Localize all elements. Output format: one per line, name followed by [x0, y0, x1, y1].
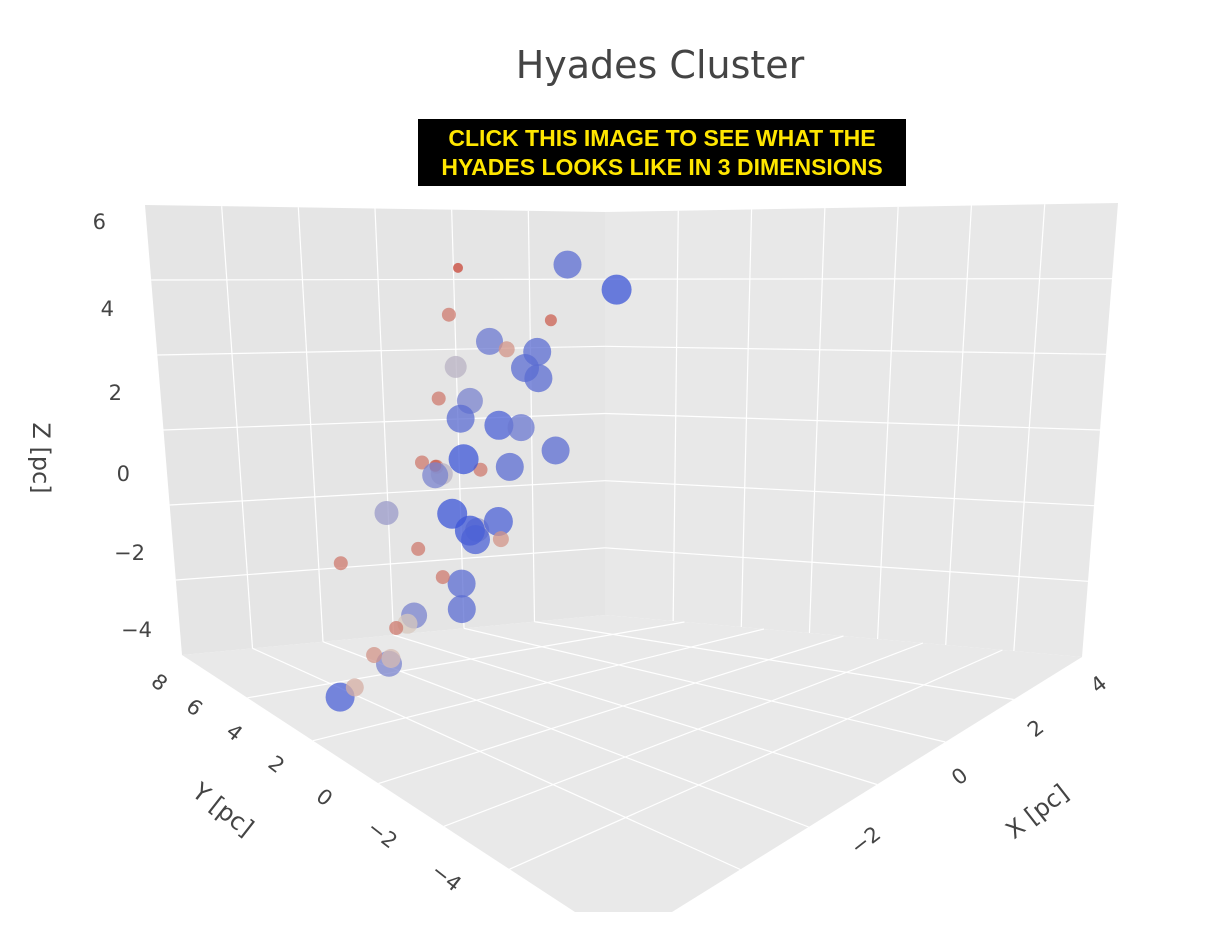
x-tick: 4 [1086, 671, 1111, 698]
annotation-banner[interactable] [418, 119, 906, 186]
data-point[interactable] [441, 307, 456, 322]
z-tick: 0 [117, 462, 130, 486]
data-point[interactable] [492, 531, 509, 548]
z-tick: −4 [121, 618, 152, 642]
x-tick: 0 [947, 763, 972, 790]
gridline [604, 345, 1107, 355]
x-tick: 2 [1023, 715, 1048, 742]
data-point[interactable] [366, 647, 383, 663]
x-axis-title: X [pc] [1000, 779, 1073, 845]
data-point[interactable] [415, 455, 429, 470]
data-point[interactable] [453, 262, 463, 273]
gridline [378, 635, 844, 785]
data-point[interactable] [444, 355, 467, 378]
floor-pane [182, 615, 1082, 912]
y-tick: −2 [363, 815, 402, 853]
x-tick: −2 [846, 821, 885, 859]
data-point[interactable] [447, 595, 476, 624]
annotation-line-1: CLICK THIS IMAGE TO SEE WHAT THE [448, 125, 875, 151]
data-point[interactable] [411, 541, 426, 556]
annotation-line-2: HYADES LOOKS LIKE IN 3 DIMENSIONS [441, 154, 882, 180]
data-point[interactable] [541, 436, 570, 465]
chart-title: Hyades Cluster [516, 43, 805, 87]
gridline [534, 621, 1014, 701]
data-point[interactable] [435, 570, 450, 585]
data-point[interactable] [333, 556, 348, 571]
z-tick: 2 [109, 381, 122, 405]
data-point[interactable] [447, 569, 476, 598]
y-tick: −4 [427, 858, 466, 896]
data-point[interactable] [374, 501, 399, 525]
y-tick: 2 [264, 751, 289, 778]
data-point[interactable] [448, 444, 479, 475]
data-point[interactable] [523, 337, 552, 366]
data-point[interactable] [446, 404, 475, 433]
data-point[interactable] [431, 391, 446, 406]
data-point[interactable] [345, 678, 364, 697]
data-point[interactable] [483, 507, 513, 536]
data-point[interactable] [476, 327, 503, 355]
data-point[interactable] [553, 250, 582, 279]
gridline [151, 278, 606, 281]
data-point[interactable] [389, 621, 404, 635]
data-point[interactable] [484, 410, 514, 440]
data-point[interactable] [507, 414, 535, 442]
data-point[interactable] [422, 462, 449, 489]
gridline [509, 649, 1003, 870]
gridline [312, 628, 765, 742]
data-point[interactable] [461, 525, 490, 555]
gridline [604, 547, 1089, 582]
gridline [322, 641, 809, 828]
z-tick: −2 [114, 541, 145, 565]
data-point[interactable] [473, 462, 488, 477]
data-point[interactable] [544, 314, 557, 327]
data-point[interactable] [601, 274, 632, 305]
gridline [443, 642, 924, 827]
gridline [163, 412, 606, 431]
data-points [325, 250, 632, 712]
y-axis-title: Y [pc] [186, 777, 259, 842]
y-tick: 0 [312, 784, 337, 811]
gridline [175, 547, 606, 581]
gridline [393, 634, 878, 786]
gridline [604, 278, 1113, 280]
data-point[interactable] [381, 649, 401, 668]
back-left-pane [145, 205, 605, 655]
gridline [463, 627, 946, 743]
back-right-pane [605, 203, 1118, 657]
gridline [169, 480, 606, 506]
z-tick: 4 [101, 297, 114, 321]
data-point[interactable] [495, 452, 524, 481]
z-axis-title: Z [pc] [27, 422, 55, 493]
gridline [604, 412, 1101, 431]
z-tick: 6 [93, 210, 106, 234]
data-point[interactable] [524, 364, 553, 393]
gridline [604, 480, 1095, 507]
y-tick: 4 [222, 719, 247, 746]
y-tick: 6 [182, 694, 207, 721]
data-point[interactable] [498, 341, 515, 358]
y-tick: 8 [147, 669, 172, 696]
